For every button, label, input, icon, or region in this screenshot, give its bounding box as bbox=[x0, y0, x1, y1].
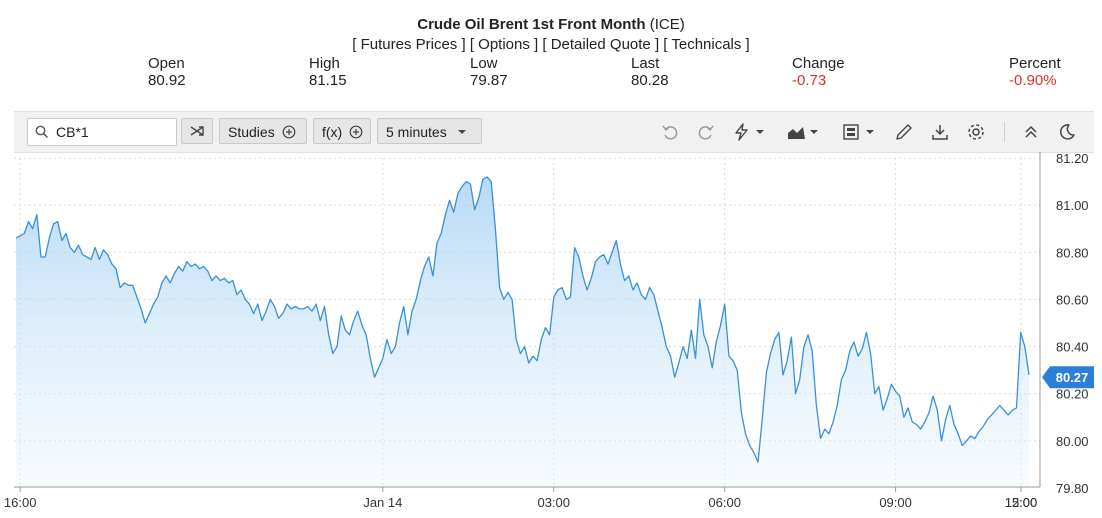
chart-axes: 81.20 81.00 80.80 80.60 80.40 80.20 80.00 79.80… bbox=[4, 152, 1094, 510]
function-button[interactable]: f(x) bbox=[313, 118, 371, 144]
toolbar-separator bbox=[1004, 122, 1005, 142]
y-tick-label: 81.00 bbox=[1056, 198, 1089, 213]
instrument-name: Crude Oil Brent 1st Front Month bbox=[417, 16, 646, 33]
exchange-label: (ICE) bbox=[649, 16, 685, 33]
x-tick-label: 12:00 bbox=[1005, 495, 1038, 510]
price-chart[interactable]: 81.20 81.00 80.80 80.60 80.40 80.20 80.00 79.80… bbox=[0, 152, 1102, 518]
futures-prices-link[interactable]: [ Futures Prices ] bbox=[352, 36, 466, 53]
last-price-label: 80.27 bbox=[1056, 370, 1089, 385]
chart-toolbar: Studies f(x) 5 minutes bbox=[14, 111, 1094, 153]
undo-icon[interactable] bbox=[660, 122, 680, 142]
interval-label: 5 minutes bbox=[386, 124, 447, 140]
stat-value: 81.15 bbox=[309, 72, 347, 89]
stat-low: Low 79.87 bbox=[470, 55, 508, 89]
stat-label: Open bbox=[148, 55, 185, 72]
stat-label: High bbox=[309, 55, 340, 72]
quote-stats: Open 80.92 High 81.15 Low 79.87 Last 80.… bbox=[0, 55, 1102, 91]
y-tick-label: 80.00 bbox=[1056, 434, 1089, 449]
x-tick-label: 03:00 bbox=[537, 495, 570, 510]
y-tick-label: 80.60 bbox=[1056, 292, 1089, 307]
x-tick-label: 16:00 bbox=[4, 495, 37, 510]
gear-icon[interactable] bbox=[966, 122, 986, 142]
price-area-fill bbox=[16, 176, 1029, 487]
stat-label: Low bbox=[470, 55, 498, 72]
x-tick-label: 15:00 bbox=[1005, 495, 1038, 510]
stat-high: High 81.15 bbox=[309, 55, 347, 89]
studies-label: Studies bbox=[228, 124, 275, 140]
stat-label: Last bbox=[631, 55, 660, 72]
y-tick-label: 81.20 bbox=[1056, 152, 1089, 166]
x-tick-label: Jan 14 bbox=[363, 495, 402, 510]
y-tick-label: 79.80 bbox=[1056, 481, 1089, 496]
x-tick-label: 06:00 bbox=[708, 495, 741, 510]
y-tick-label: 80.20 bbox=[1056, 387, 1089, 402]
symbol-search[interactable] bbox=[27, 118, 177, 146]
download-icon[interactable] bbox=[930, 122, 950, 142]
chevron-down-icon bbox=[457, 130, 466, 134]
x-tick-label: 09:00 bbox=[879, 495, 912, 510]
bar-type-icon[interactable] bbox=[842, 122, 878, 142]
quote-title: Crude Oil Brent 1st Front Month (ICE) bbox=[0, 16, 1102, 33]
y-tick-label: 80.80 bbox=[1056, 245, 1089, 260]
search-icon bbox=[35, 125, 49, 139]
collapse-icon[interactable] bbox=[1021, 122, 1041, 142]
chart-area bbox=[15, 176, 1030, 487]
lightning-icon[interactable] bbox=[732, 122, 768, 142]
stat-label: Change bbox=[792, 55, 845, 72]
stat-percent: Percent -0.90% bbox=[1009, 55, 1061, 89]
moon-icon[interactable] bbox=[1057, 122, 1077, 142]
redo-icon[interactable] bbox=[696, 122, 716, 142]
symbol-input[interactable] bbox=[54, 122, 173, 142]
interval-select[interactable]: 5 minutes bbox=[377, 118, 482, 144]
stat-open: Open 80.92 bbox=[148, 55, 186, 89]
stat-change: Change -0.73 bbox=[792, 55, 845, 89]
stat-value: 80.28 bbox=[631, 72, 669, 89]
quote-links: [ Futures Prices ] [ Options ] [ Detaile… bbox=[0, 36, 1102, 53]
pencil-icon[interactable] bbox=[894, 122, 914, 142]
area-chart-icon[interactable] bbox=[786, 122, 822, 142]
options-link[interactable]: [ Options ] bbox=[469, 36, 539, 53]
technicals-link[interactable]: [ Technicals ] bbox=[663, 36, 750, 53]
y-tick-label: 80.40 bbox=[1056, 340, 1089, 355]
shuffle-icon bbox=[190, 126, 204, 136]
stat-last: Last 80.28 bbox=[631, 55, 669, 89]
stat-value: 79.87 bbox=[470, 72, 508, 89]
stat-value: -0.90% bbox=[1009, 72, 1057, 89]
stat-value: -0.73 bbox=[792, 72, 827, 89]
compare-button[interactable] bbox=[181, 118, 213, 144]
stat-label: Percent bbox=[1009, 55, 1061, 72]
plus-circle-icon bbox=[282, 125, 295, 139]
detailed-quote-link[interactable]: [ Detailed Quote ] bbox=[542, 36, 660, 53]
price-line bbox=[15, 176, 1030, 463]
stat-value: 80.92 bbox=[148, 72, 186, 89]
plus-circle-icon bbox=[349, 125, 363, 139]
last-price-tag bbox=[1042, 366, 1094, 389]
function-label: f(x) bbox=[322, 124, 343, 140]
studies-button[interactable]: Studies bbox=[219, 118, 307, 144]
